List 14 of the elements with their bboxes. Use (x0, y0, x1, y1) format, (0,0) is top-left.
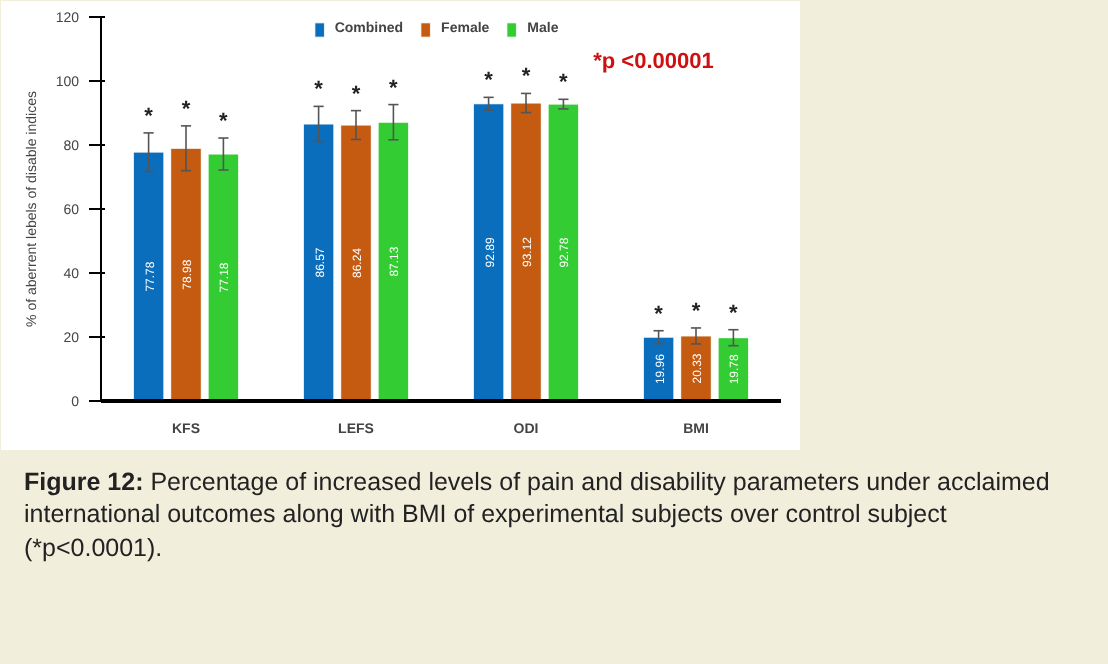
annotation: * (181, 97, 192, 122)
annotation: *p <0.00001 (593, 49, 714, 74)
annotation: * (484, 69, 495, 94)
annotation: * (351, 82, 362, 107)
caption: Figure 12: Percentage of increased levels of pain and disability parameters under acclaimed international outcomes along with BMI of experimental subjects over control subject (*p<0.0001). (24, 466, 1052, 564)
annotation: * (654, 302, 665, 327)
annotation: * (389, 76, 400, 101)
annotation: * (314, 78, 325, 103)
annotation: * (219, 110, 230, 135)
annotation: * (144, 104, 155, 129)
annotation: * (559, 71, 570, 96)
annotation: * (729, 301, 740, 326)
annotation: * (521, 65, 532, 90)
annotation: * (691, 299, 702, 324)
